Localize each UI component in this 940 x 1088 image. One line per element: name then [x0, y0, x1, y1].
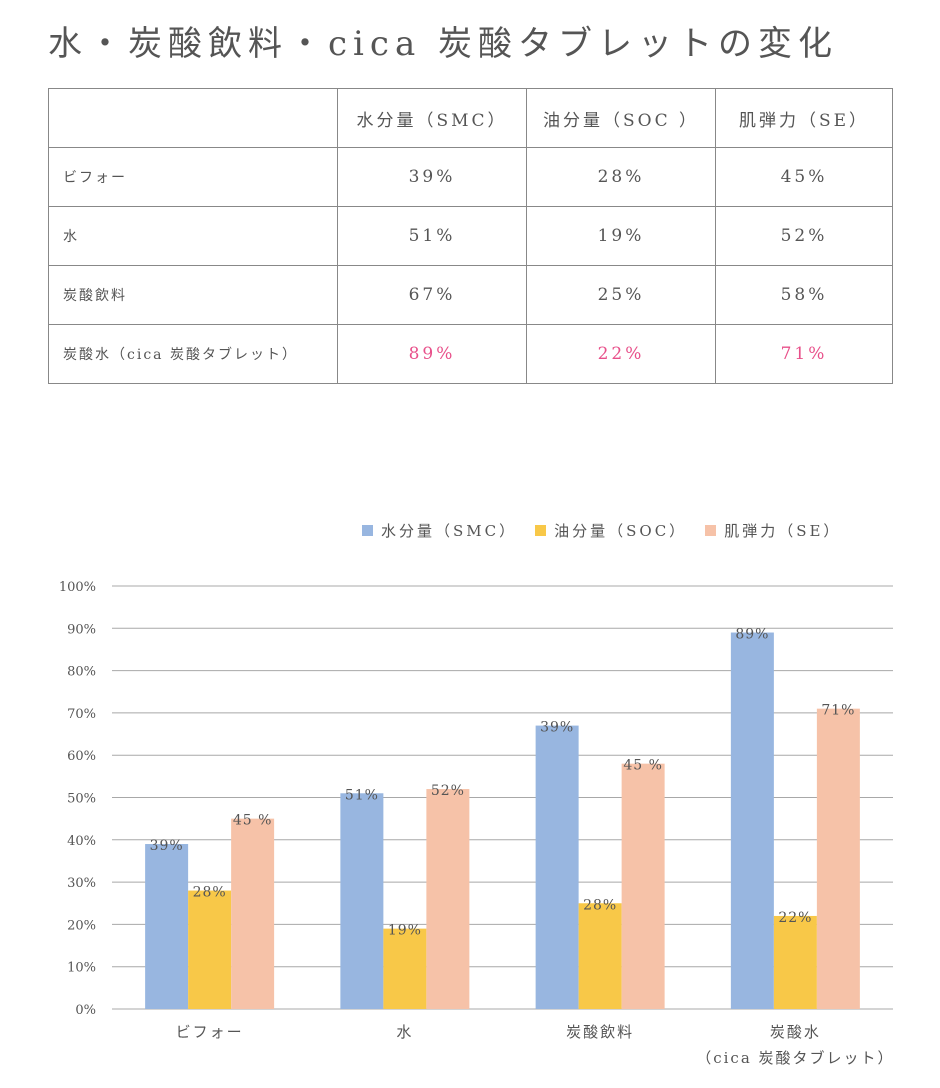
y-tick-label: 100%: [59, 580, 96, 595]
table-row: 炭酸飲料 67% 25% 58%: [48, 265, 893, 325]
data-label: 28%: [583, 897, 617, 913]
y-tick-label: 60%: [67, 749, 96, 764]
data-label: 22%: [778, 910, 812, 926]
y-tick-label: 20%: [67, 918, 96, 933]
y-tick-label: 70%: [67, 707, 96, 722]
bar: [773, 915, 817, 1009]
legend-swatch: [362, 525, 373, 536]
row-label: 炭酸飲料: [48, 265, 338, 325]
chart-legend: 水分量（SMC） 油分量（SOC） 肌弾力（SE）: [362, 520, 841, 541]
row-label: 水: [48, 206, 338, 266]
bar: [340, 793, 384, 1009]
legend-label: 油分量（SOC）: [554, 522, 688, 540]
data-label: 51%: [345, 787, 379, 803]
table-header-cell: 水分量（SMC）: [337, 88, 527, 148]
row-label: 炭酸水（cica 炭酸タブレット）: [48, 324, 338, 384]
table-cell-highlight: 89%: [337, 324, 527, 384]
x-tick-label: 水: [396, 1023, 413, 1041]
y-tick-label: 10%: [67, 961, 96, 976]
bar: [145, 844, 189, 1009]
y-tick-label: 0%: [75, 1003, 96, 1018]
table-cell: 67%: [337, 265, 527, 325]
x-tick-label: 炭酸飲料: [566, 1023, 634, 1041]
table-header-cell: 油分量（SOC ）: [526, 88, 716, 148]
bar: [730, 632, 774, 1009]
x-tick-label: （cica 炭酸タブレット）: [696, 1049, 894, 1067]
y-tick-label: 90%: [67, 622, 96, 637]
legend-item: 肌弾力（SE）: [705, 520, 841, 541]
legend-item: 油分量（SOC）: [535, 520, 687, 541]
table-header-row: 水分量（SMC） 油分量（SOC ） 肌弾力（SE）: [48, 88, 893, 148]
table-cell-highlight: 71%: [715, 324, 893, 384]
legend-item: 水分量（SMC）: [362, 520, 517, 541]
x-tick-label: ビフォー: [176, 1023, 244, 1041]
y-tick-label: 40%: [67, 834, 96, 849]
table-cell: 58%: [715, 265, 893, 325]
data-label: 28%: [193, 885, 227, 901]
bar: [578, 903, 622, 1009]
bar: [231, 818, 275, 1009]
bar: [535, 725, 579, 1009]
table-cell: 39%: [337, 147, 527, 207]
table-header-cell: [48, 88, 338, 148]
y-tick-label: 80%: [67, 665, 96, 680]
legend-label: 肌弾力（SE）: [724, 522, 842, 540]
x-tick-label: 炭酸水: [770, 1023, 821, 1041]
summary-table: 水分量（SMC） 油分量（SOC ） 肌弾力（SE） ビフォー 39% 28% …: [48, 88, 893, 384]
legend-swatch: [535, 525, 547, 536]
row-label: ビフォー: [48, 147, 338, 207]
bar: [426, 789, 470, 1009]
data-label: 39%: [150, 838, 184, 854]
y-tick-label: 50%: [67, 792, 96, 807]
table-cell: 19%: [526, 206, 716, 266]
bar: [188, 890, 232, 1009]
table-cell: 51%: [337, 206, 527, 266]
data-label: 89%: [735, 627, 769, 643]
table-cell-highlight: 22%: [526, 324, 716, 384]
bar-chart: 0% 10% 20% 30% 40% 50% 60% 70% 80% 90% 100% 39% 28% 4…: [59, 580, 894, 1067]
table-cell: 52%: [715, 206, 893, 266]
data-label: 19%: [388, 923, 422, 939]
table-cell: 25%: [526, 265, 716, 325]
legend-swatch: [705, 525, 717, 536]
data-label: 45 %: [233, 813, 273, 829]
data-label: 45 %: [623, 758, 663, 774]
data-label: 71%: [821, 703, 855, 719]
table-row: ビフォー 39% 28% 45%: [48, 147, 893, 207]
table-row: 水 51% 19% 52%: [48, 206, 893, 266]
table-header-cell: 肌弾力（SE）: [715, 88, 893, 148]
data-label: 52%: [431, 783, 465, 799]
data-label: 39%: [540, 720, 574, 736]
page-title: 水・炭酸飲料・cica 炭酸タブレットの変化: [48, 24, 839, 64]
y-tick-label: 30%: [67, 876, 96, 891]
bar: [816, 708, 860, 1009]
bar: [383, 928, 427, 1009]
bar: [621, 763, 665, 1009]
table-row-highlight: 炭酸水（cica 炭酸タブレット） 89% 22% 71%: [48, 324, 893, 384]
table-cell: 28%: [526, 147, 716, 207]
legend-label: 水分量（SMC）: [381, 522, 518, 540]
table-cell: 45%: [715, 147, 893, 207]
